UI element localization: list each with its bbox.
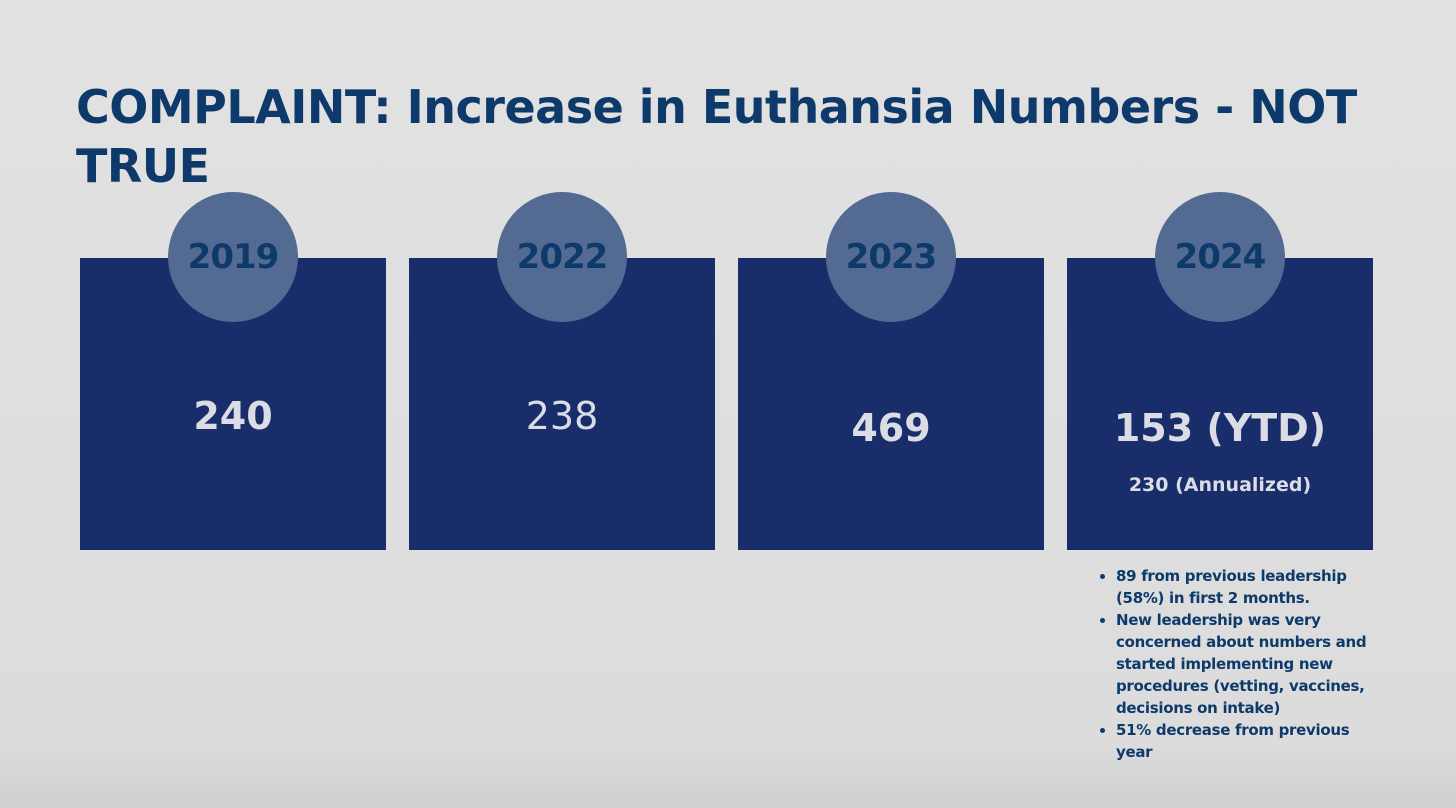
card-value: 238 bbox=[525, 394, 599, 438]
bullet-item: New leadership was very concerned about … bbox=[1116, 609, 1378, 719]
year-badge: 2024 bbox=[1155, 192, 1285, 322]
bullet-item: 89 from previous leadership (58%) in fir… bbox=[1116, 565, 1378, 609]
year-badge: 2023 bbox=[826, 192, 956, 322]
slide-title: COMPLAINT: Increase in Euthansia Numbers… bbox=[76, 80, 1357, 193]
card-value: 469 bbox=[851, 406, 931, 450]
year-badge: 2019 bbox=[168, 192, 298, 322]
bullet-list: 89 from previous leadership (58%) in fir… bbox=[1096, 565, 1378, 763]
bullet-item: 51% decrease from previous year bbox=[1116, 719, 1378, 763]
card-value: 153 (YTD) bbox=[1113, 406, 1327, 450]
card-note: 230 (Annualized) bbox=[1128, 474, 1312, 496]
year-badge: 2022 bbox=[497, 192, 627, 322]
card-value: 240 bbox=[193, 394, 273, 438]
